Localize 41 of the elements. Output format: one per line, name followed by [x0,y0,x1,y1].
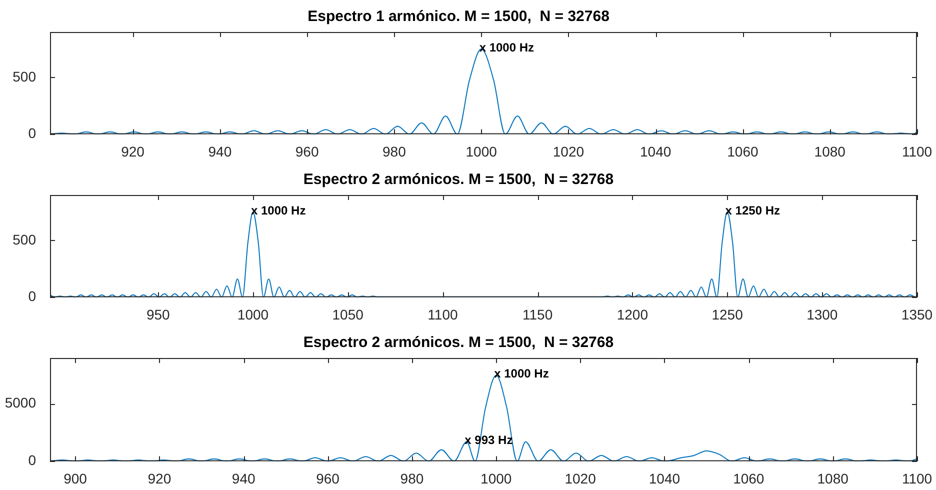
x-tick-label: 1050 [332,306,364,322]
x-tick-label: 920 [148,470,172,486]
y-tick-label: 500 [12,231,36,248]
x-tick-label: 960 [316,470,340,486]
x-tick-label: 1020 [552,143,584,160]
x-tick-label: 1100 [902,143,932,160]
x-tick-label: 1080 [817,470,849,486]
x-tick-label: 1060 [733,470,764,486]
x-tick-label: 1250 [712,306,744,322]
x-tick-label: 980 [400,470,424,486]
x-tick-label: 1150 [522,306,553,322]
x-tick-label: 940 [208,143,232,160]
x-tick-label: 1000 [466,143,498,160]
x-tick-label: 1040 [640,143,672,160]
y-tick-label: 0 [28,288,36,304]
x-tick-label: 1300 [806,306,838,322]
chart-title: Espectro 1 armónico. M = 1500, N = 32768 [308,8,610,26]
x-tick-label: 960 [295,143,319,160]
annotation: x 1000 Hz [250,203,306,218]
x-tick-label: 1060 [727,143,759,160]
annotation: x 1250 Hz [725,203,780,218]
x-tick-label: 1200 [616,306,648,322]
x-tick-label: 1100 [902,470,932,486]
x-tick-label: 1000 [237,306,269,322]
chart-title: Espectro 2 armónicos. M = 1500, N = 32768 [303,334,614,352]
x-tick-label: 1080 [814,143,846,160]
x-tick-label: 1040 [648,470,680,486]
y-tick-label: 0 [28,125,36,142]
y-tick-label: 500 [12,68,36,84]
x-tick-label: 1020 [564,470,596,486]
x-tick-label: 940 [232,470,256,486]
chart-title: Espectro 2 armónicos. M = 1500, N = 32768 [303,171,614,188]
x-tick-label: 1100 [428,306,458,322]
y-tick-label: 5000 [4,394,36,411]
x-tick-label: 980 [382,143,406,160]
x-tick-label: 900 [64,470,88,486]
y-tick-label: 0 [28,452,36,468]
x-tick-label: 1000 [480,470,512,486]
x-tick-label: 920 [121,143,145,160]
x-tick-label: 950 [146,306,170,322]
x-tick-label: 1350 [901,306,933,322]
